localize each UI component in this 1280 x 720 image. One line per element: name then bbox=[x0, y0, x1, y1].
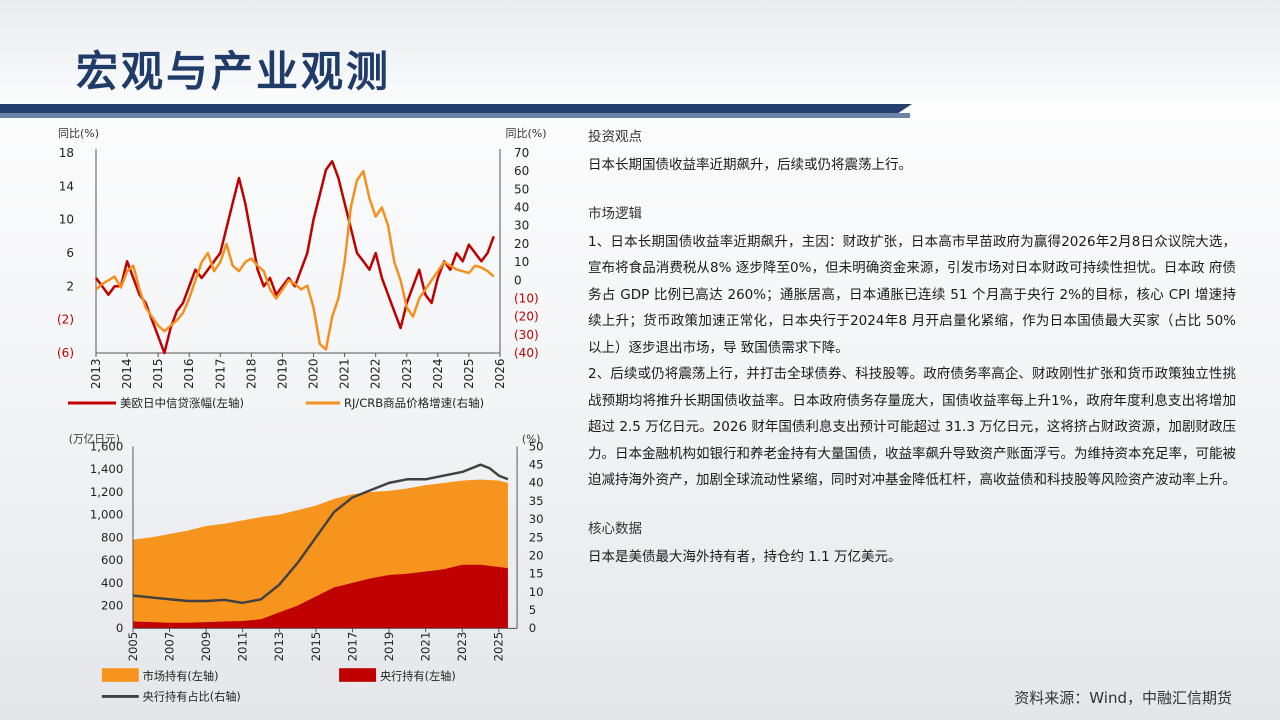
x-tick-label: 2025 bbox=[462, 358, 476, 389]
left-tick-label: 1,000 bbox=[90, 508, 123, 522]
market-logic-paragraph-2: 2、后续或仍将震荡上行，并打击全球债券、科技股等。政府债务率高企、财政刚性扩张和… bbox=[588, 366, 1236, 488]
x-tick-label: 2023 bbox=[455, 632, 469, 662]
x-tick-label: 2019 bbox=[275, 358, 289, 389]
x-tick-label: 2014 bbox=[120, 358, 134, 389]
x-tick-label: 2019 bbox=[382, 632, 396, 662]
right-tick-label: 40 bbox=[514, 201, 529, 215]
market-logic-title: 市场逻辑 bbox=[588, 205, 642, 222]
left-axis-unit: 同比(%) bbox=[58, 127, 99, 140]
right-tick-label: 5 bbox=[529, 603, 536, 617]
core-data-title: 核心数据 bbox=[588, 520, 642, 537]
central-bank-share-line bbox=[132, 463, 509, 605]
right-tick-label: 70 bbox=[514, 146, 529, 160]
page-title: 宏观与产业观测 bbox=[76, 47, 392, 96]
x-tick-label: 2009 bbox=[199, 632, 213, 662]
investment-view-title: 投资观点 bbox=[588, 129, 642, 145]
right-tick-label: (40) bbox=[514, 346, 539, 360]
right-tick-label: 25 bbox=[529, 530, 544, 544]
x-tick-label: 2013 bbox=[89, 358, 103, 389]
right-tick-label: 50 bbox=[514, 182, 529, 196]
left-tick-label: 10 bbox=[59, 213, 74, 227]
x-tick-label: 2021 bbox=[419, 632, 433, 662]
x-tick-label: 2013 bbox=[272, 632, 286, 662]
x-tick-label: 2026 bbox=[493, 358, 507, 389]
credit-commodity-chart: 同比(%) 同比(%) 18 14 10 6 2 (2) (6) 70 60 50 40 30 20 10 0 (… bbox=[57, 127, 547, 410]
header-banner bbox=[0, 0, 1280, 118]
left-tick-label: (2) bbox=[58, 313, 74, 327]
title-underline-bar bbox=[0, 104, 912, 113]
crb-growth-line bbox=[95, 169, 495, 351]
left-tick-label: 600 bbox=[101, 553, 123, 567]
right-tick-label: 10 bbox=[514, 255, 529, 269]
x-tick-label: 2023 bbox=[400, 358, 414, 389]
x-tick-label: 2022 bbox=[369, 358, 383, 389]
legend-label-market: 市场持有(左轴) bbox=[143, 669, 219, 683]
left-tick-label: 2 bbox=[66, 279, 74, 293]
left-tick-label: 400 bbox=[101, 576, 123, 590]
right-tick-label: 30 bbox=[529, 512, 544, 526]
x-tick-label: 2017 bbox=[345, 632, 359, 662]
left-tick-label: 14 bbox=[59, 179, 74, 193]
legend-swatch-market bbox=[101, 668, 139, 682]
title-underline-bar-light bbox=[0, 113, 910, 118]
x-tick-label: 2015 bbox=[309, 632, 323, 662]
legend-swatch-central-bank bbox=[339, 668, 377, 682]
x-tick-label: 2015 bbox=[151, 358, 165, 389]
left-tick-label: 1,400 bbox=[90, 462, 123, 476]
left-tick-label: 200 bbox=[101, 599, 123, 613]
right-tick-label: 20 bbox=[529, 548, 544, 562]
x-tick-label: 2007 bbox=[162, 632, 176, 662]
left-tick-label: 800 bbox=[101, 530, 123, 544]
right-tick-label: (20) bbox=[514, 310, 539, 324]
left-tick-label: 1,200 bbox=[90, 485, 123, 499]
left-tick-label: 6 bbox=[66, 246, 74, 260]
legend-label-credit: 美欧日中信贷涨幅(左轴) bbox=[120, 396, 244, 410]
jgb-holdings-chart: (万亿日元)1,6001,4001,2001,00080060040020005… bbox=[69, 433, 544, 704]
right-tick-label: 15 bbox=[529, 567, 544, 581]
legend-label-crb: RJ/CRB商品价格增速(右轴) bbox=[344, 396, 484, 410]
charts-panel: 同比(%) 同比(%) 18 14 10 6 2 (2) (6) 70 60 50 40 30 20 10 0(… bbox=[57, 125, 558, 705]
right-tick-label: 40 bbox=[529, 476, 544, 490]
core-data-text: 日本是美债最大海外持有者，持仓约 1.1 万亿美元。 bbox=[588, 548, 902, 565]
x-tick-label: 2021 bbox=[338, 358, 352, 389]
x-tick-label: 2016 bbox=[182, 358, 196, 389]
right-tick-label: 45 bbox=[529, 458, 544, 472]
right-tick-label: 60 bbox=[514, 164, 529, 178]
market-logic-paragraph-1: 1、日本长期国债收益率近期飙升，主因：财政扩张，日本高市早苗政府为赢得2026年… bbox=[588, 233, 1236, 356]
right-tick-label: (10) bbox=[514, 291, 539, 305]
x-tick-label: 2017 bbox=[213, 358, 227, 389]
credit-growth-line bbox=[94, 160, 495, 355]
data-source: 资料来源：Wind，中融汇信期货 bbox=[1014, 689, 1232, 707]
x-tick-label: 2024 bbox=[431, 358, 445, 389]
left-tick-label: 1,600 bbox=[90, 439, 123, 453]
left-tick-label: 18 bbox=[59, 146, 74, 160]
legend-label-central-bank: 央行持有(左轴) bbox=[380, 669, 456, 683]
x-tick-label: 2011 bbox=[236, 632, 250, 662]
right-tick-label: 20 bbox=[514, 237, 529, 251]
central-bank-holding-area bbox=[132, 564, 508, 629]
right-tick-label: 50 bbox=[529, 439, 544, 453]
right-tick-label: (30) bbox=[514, 328, 539, 342]
x-tick-label: 2020 bbox=[307, 358, 321, 389]
left-tick-label: (6) bbox=[58, 346, 74, 360]
right-axis-unit: 同比(%) bbox=[505, 127, 546, 140]
text-panel: 投资观点 日本长期国债收益率近期飙升，后续或仍将震荡上行。 市场逻辑 1、日本长… bbox=[588, 122, 1236, 570]
right-tick-label: 10 bbox=[529, 585, 544, 599]
left-axis-unit-label: (万亿日元) bbox=[69, 433, 120, 446]
right-axis-unit: (%) bbox=[522, 433, 541, 446]
right-tick-label: 30 bbox=[514, 219, 529, 233]
investment-view-text: 日本长期国债收益率近期飙升，后续或仍将震荡上行。 bbox=[588, 157, 912, 173]
x-tick-label: 2005 bbox=[126, 632, 140, 662]
legend-label-share: 央行持有占比(右轴) bbox=[143, 689, 241, 703]
left-tick-label: 0 bbox=[116, 621, 123, 635]
right-tick-label: 0 bbox=[529, 621, 536, 635]
right-tick-label: 35 bbox=[529, 494, 544, 508]
x-tick-label: 2025 bbox=[492, 632, 506, 662]
right-tick-label: 0 bbox=[514, 273, 522, 287]
x-tick-label: 2018 bbox=[244, 358, 258, 389]
